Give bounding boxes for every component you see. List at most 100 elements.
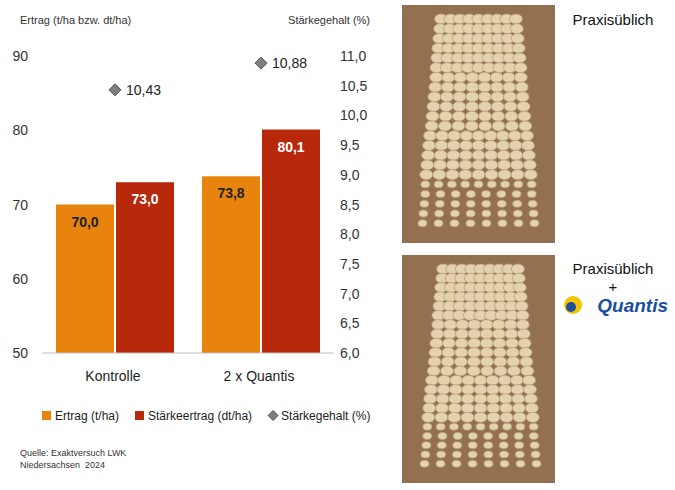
potato — [484, 140, 497, 150]
potato — [421, 181, 430, 188]
potato — [449, 394, 462, 404]
potato — [423, 140, 436, 150]
y2-tick-label: 10,5 — [340, 78, 367, 94]
y-tick-label: 60 — [12, 271, 28, 287]
potato — [472, 150, 485, 160]
potato — [510, 24, 523, 34]
y2-tick — [334, 204, 337, 205]
potato — [521, 366, 534, 376]
potato — [480, 347, 493, 357]
potato — [524, 394, 537, 404]
potato — [454, 72, 467, 82]
potato — [455, 329, 468, 339]
potato — [512, 191, 521, 198]
potato — [501, 181, 510, 188]
potato — [436, 423, 445, 430]
potato — [485, 150, 498, 160]
potato — [511, 33, 524, 43]
potato — [497, 191, 506, 198]
potato — [505, 329, 518, 339]
potato — [479, 111, 492, 121]
potato — [516, 320, 529, 330]
y2-tick — [334, 293, 337, 294]
y2-tick — [334, 353, 337, 354]
potato — [434, 160, 447, 170]
potato — [472, 131, 485, 141]
potato — [523, 375, 536, 385]
y2-tick — [334, 85, 337, 86]
watermark: Quantis — [578, 391, 652, 413]
potato — [452, 121, 465, 131]
potato — [480, 329, 493, 339]
potato — [504, 92, 517, 102]
y-tick-label: 80 — [12, 122, 28, 138]
potato — [521, 131, 534, 141]
legend: Ertrag (t/ha)Stärkeertrag (dt/ha)Stärkeg… — [42, 409, 370, 423]
potato — [484, 131, 497, 141]
potato — [510, 375, 523, 385]
potato — [436, 460, 445, 467]
potato — [466, 220, 475, 227]
potato — [436, 131, 449, 141]
potato — [446, 160, 459, 170]
potato — [493, 329, 506, 339]
potato — [514, 181, 523, 188]
bar — [262, 130, 320, 353]
y2-tick — [334, 145, 337, 146]
potato — [523, 160, 536, 170]
potato — [450, 220, 459, 227]
potato — [531, 451, 540, 458]
potato — [433, 170, 446, 180]
potato — [474, 394, 487, 404]
potato — [466, 200, 475, 207]
potato — [435, 200, 444, 207]
potato — [512, 394, 525, 404]
potato — [466, 102, 479, 112]
potato — [418, 220, 427, 227]
potato — [481, 357, 494, 367]
potato — [512, 403, 525, 413]
potato — [453, 92, 466, 102]
potato — [468, 442, 477, 449]
legend-label: Stärkegehalt (%) — [281, 409, 370, 423]
potato — [482, 210, 491, 217]
potato — [440, 92, 453, 102]
legend-swatch — [42, 411, 51, 420]
potato — [437, 442, 446, 449]
point — [255, 57, 267, 69]
photo-ground — [402, 255, 555, 483]
potato — [429, 82, 442, 92]
potato — [478, 72, 491, 82]
y-tick — [38, 130, 42, 131]
potato — [421, 160, 434, 170]
potato — [498, 160, 511, 170]
potato — [493, 347, 506, 357]
legend-swatch — [135, 411, 144, 420]
potato — [425, 375, 438, 385]
bar — [202, 176, 260, 353]
potato — [500, 412, 513, 422]
potato — [494, 357, 507, 367]
potato — [529, 423, 538, 430]
potato — [447, 150, 460, 160]
potato — [516, 92, 529, 102]
potato — [515, 301, 528, 311]
potato — [528, 200, 537, 207]
potato — [448, 412, 461, 422]
potato — [472, 140, 485, 150]
potato — [478, 92, 491, 102]
y-tick — [38, 204, 42, 205]
potato — [420, 170, 433, 180]
potato — [505, 121, 518, 131]
potato — [511, 170, 524, 180]
potato — [485, 160, 498, 170]
data-label: 73,8 — [217, 185, 244, 201]
potato — [437, 385, 450, 395]
data-label: 10,43 — [126, 82, 161, 98]
plot-marks — [56, 57, 320, 353]
potato — [450, 375, 463, 385]
potato — [498, 170, 511, 180]
potato — [516, 310, 529, 320]
potato — [432, 320, 445, 330]
potato — [513, 210, 522, 217]
